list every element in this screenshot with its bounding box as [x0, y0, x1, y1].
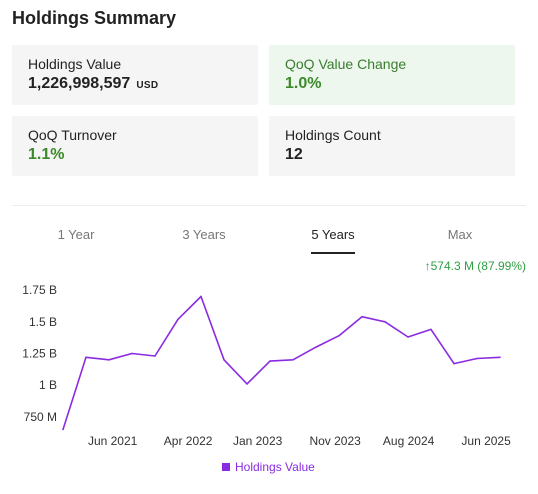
data-point: [108, 359, 110, 361]
tab-1-year[interactable]: 1 Year: [57, 227, 95, 242]
data-point: [62, 428, 64, 431]
data-point: [154, 355, 156, 357]
qoq-turnover-label: QoQ Turnover: [28, 127, 117, 143]
period-change-text: 574.3 M (87.99%): [430, 259, 526, 273]
period-change-indicator: ↑574.3 M (87.99%): [425, 259, 526, 273]
tab-max[interactable]: Max: [447, 227, 473, 242]
data-point: [177, 318, 179, 321]
x-tick-label: Nov 2023: [309, 434, 361, 448]
y-tick-label: 1.5 B: [29, 315, 57, 329]
data-point: [223, 359, 225, 361]
page-title: Holdings Summary: [12, 8, 177, 28]
holdings-value-card: Holdings Value 1,226,998,597 USD: [12, 45, 258, 105]
tab-3-years[interactable]: 3 Years: [182, 227, 226, 242]
currency-unit: USD: [136, 80, 159, 91]
x-tick-label: Jun 2021: [88, 434, 138, 448]
data-point: [200, 295, 202, 298]
x-tick-label: Aug 2024: [383, 434, 435, 448]
series-line-holdings-value: [62, 295, 501, 430]
x-tick-label: Jan 2023: [233, 434, 283, 448]
holdings-value-label: Holdings Value: [28, 56, 122, 72]
x-tick-label: Jun 2025: [461, 434, 511, 448]
tab-5-years[interactable]: 5 Years: [311, 227, 355, 242]
y-tick-label: 750 M: [24, 410, 57, 424]
x-tick-label: Apr 2022: [164, 434, 213, 448]
holdings-value-amount: 1,226,998,597 USD: [28, 75, 242, 93]
data-point: [499, 356, 501, 359]
data-point: [292, 359, 294, 361]
data-point: [315, 346, 317, 348]
holdings-count-label: Holdings Count: [285, 127, 381, 143]
qoq-turnover-value: 1.1%: [28, 146, 65, 163]
y-tick-label: 1.25 B: [22, 346, 57, 360]
data-point: [131, 352, 133, 355]
legend-swatch: [222, 463, 230, 471]
holdings-count-card: Holdings Count 12: [269, 116, 515, 176]
data-point: [361, 315, 363, 318]
data-point: [269, 360, 271, 362]
y-tick-label: 1 B: [39, 378, 57, 392]
active-tab-indicator: [311, 252, 355, 254]
section-divider: [12, 205, 526, 206]
up-arrow-icon: ↑: [424, 259, 431, 273]
qoq-value-change-card: QoQ Value Change 1.0%: [269, 45, 515, 105]
data-point: [85, 356, 87, 359]
data-point: [407, 336, 409, 338]
data-point: [246, 383, 248, 385]
data-point: [430, 328, 432, 331]
legend-label-holdings-value: Holdings Value: [235, 460, 315, 474]
y-tick-label: 1.75 B: [22, 283, 57, 297]
data-point: [384, 321, 386, 323]
qoq-value-change-label: QoQ Value Change: [285, 56, 407, 72]
holdings-count-value: 12: [285, 146, 303, 163]
data-point: [453, 362, 455, 365]
qoq-turnover-card: QoQ Turnover 1.1%: [12, 116, 258, 176]
data-point: [476, 357, 478, 360]
holdings-value-number: 1,226,998,597: [28, 75, 131, 92]
qoq-value-change-value: 1.0%: [285, 75, 322, 92]
chart-legend: Holdings Value: [222, 460, 315, 474]
data-point: [338, 334, 340, 337]
